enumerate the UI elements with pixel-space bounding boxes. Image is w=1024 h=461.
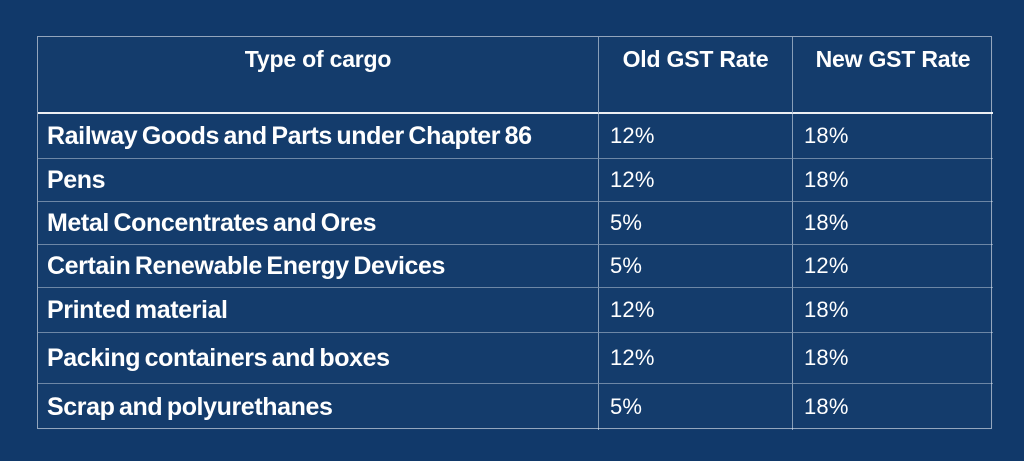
new-rate-cell: 18%: [793, 159, 993, 202]
old-rate-cell: 12%: [599, 333, 793, 384]
cargo-cell-renewable-energy: Certain Renewable Energy Devices: [38, 245, 599, 288]
cargo-cell-packing-containers: Packing containers and boxes: [38, 333, 599, 384]
cargo-cell-scrap-polyurethanes: Scrap and polyurethanes: [38, 384, 599, 430]
old-rate-cell: 12%: [599, 288, 793, 333]
cargo-cell-railway-goods: Railway Goods and Parts under Chapter 86: [38, 114, 599, 159]
cargo-cell-pens: Pens: [38, 159, 599, 202]
header-cell-new-gst-rate: New GST Rate: [793, 37, 993, 114]
new-rate-cell: 18%: [793, 114, 993, 159]
old-rate-cell: 12%: [599, 114, 793, 159]
old-rate-cell: 5%: [599, 245, 793, 288]
new-rate-cell: 18%: [804, 394, 849, 419]
new-rate-cell: 18%: [793, 202, 993, 245]
new-rate-cell: 12%: [793, 245, 993, 288]
gst-rate-table: Type of cargo Old GST Rate New GST Rate …: [37, 36, 993, 430]
cargo-cell-metal-concentrates: Metal Concentrates and Ores: [38, 202, 599, 245]
header-cell-old-gst-rate: Old GST Rate: [599, 37, 793, 114]
cargo-cell-printed-material: Printed material: [38, 288, 599, 333]
new-rate-cell: 18%: [793, 333, 993, 384]
header-cell-type-of-cargo: Type of cargo: [38, 37, 599, 114]
new-rate-cell: 18%: [793, 288, 993, 333]
old-rate-cell: 5%: [599, 202, 793, 245]
old-rate-cell: 5%: [599, 384, 793, 430]
old-rate-cell: 12%: [599, 159, 793, 202]
